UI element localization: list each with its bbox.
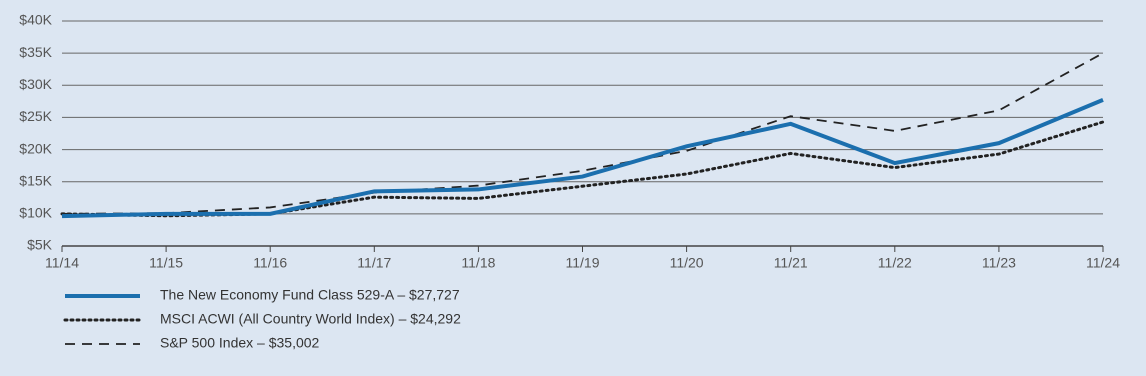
x-tick-label: 11/16 [253, 255, 287, 271]
y-tick-label: $5K [27, 237, 53, 253]
x-tick-label: 11/23 [982, 255, 1016, 271]
x-tick-label: 11/22 [878, 255, 912, 271]
y-tick-label: $10K [19, 205, 52, 221]
x-tick-label: 11/19 [566, 255, 600, 271]
x-tick-label: 11/17 [357, 255, 391, 271]
y-tick-label: $25K [19, 108, 52, 124]
series-line [61, 98, 1104, 219]
y-tick-label: $15K [19, 172, 52, 188]
series-line [61, 52, 1104, 215]
x-tick-label: 11/18 [461, 255, 495, 271]
y-tick-label: $20K [19, 140, 52, 156]
x-tick-label: 11/24 [1086, 255, 1120, 271]
x-tick-label: 11/15 [149, 255, 183, 271]
x-tick-label: 11/21 [774, 255, 808, 271]
y-tick-label: $35K [19, 44, 52, 60]
legend-label: S&P 500 Index – $35,002 [160, 335, 320, 351]
legend-label: MSCI ACWI (All Country World Index) – $2… [160, 311, 461, 327]
legend-label: The New Economy Fund Class 529-A – $27,7… [160, 287, 460, 303]
y-tick-label: $40K [19, 12, 52, 28]
x-tick-label: 11/14 [45, 255, 79, 271]
y-tick-label: $30K [19, 76, 52, 92]
series-line [60, 120, 1105, 218]
x-tick-label: 11/20 [670, 255, 704, 271]
